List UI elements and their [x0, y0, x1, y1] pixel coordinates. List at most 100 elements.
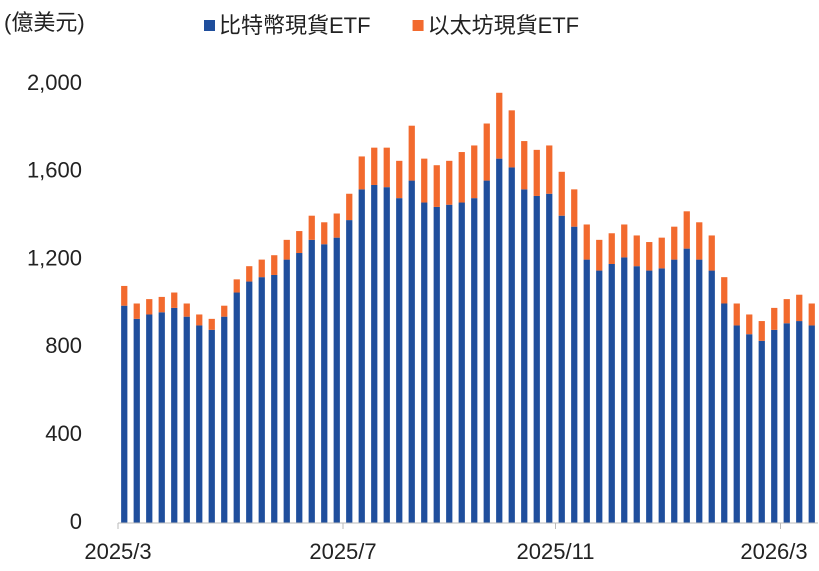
bar-segment	[121, 285, 128, 306]
bar-segment	[183, 316, 190, 523]
bar-segment	[333, 213, 340, 238]
bar-segment	[171, 292, 178, 308]
bar-segment	[246, 266, 253, 282]
bar-segment	[396, 160, 403, 199]
bar-segment	[146, 299, 153, 315]
bar-segment	[396, 198, 403, 523]
bar-segment	[283, 239, 290, 260]
y-tick-label: 800	[45, 333, 82, 358]
bar-segment	[483, 180, 490, 523]
bar-segment	[558, 215, 565, 523]
bar-segment	[771, 329, 778, 523]
bar-segment	[358, 189, 365, 524]
bar-segment	[358, 156, 365, 190]
bar-segment	[633, 235, 640, 267]
bar-segment	[583, 224, 590, 260]
bar-segment	[621, 224, 628, 258]
bar-segment	[783, 299, 790, 324]
bar-segment	[221, 316, 228, 523]
bar-segment	[371, 147, 378, 185]
x-tick-label: 2025/7	[309, 539, 376, 564]
bar-segment	[346, 220, 353, 523]
bar-segment	[308, 215, 315, 240]
bar-segment	[221, 305, 228, 317]
bar-segment	[408, 125, 415, 181]
bar-segment	[508, 167, 515, 523]
bar-segment	[321, 222, 328, 245]
bar-segment	[696, 222, 703, 260]
legend-label: 以太坊現貨ETF	[428, 13, 580, 38]
x-tick-label: 2025/3	[84, 539, 151, 564]
bar-segment	[308, 239, 315, 523]
bar-segment	[558, 171, 565, 216]
bar-segment	[758, 321, 765, 341]
bar-segment	[596, 239, 603, 271]
bar-segment	[571, 226, 578, 524]
bar-segment	[146, 314, 153, 523]
bar-segment	[746, 314, 753, 335]
bar-segment	[546, 145, 553, 194]
bar-segment	[283, 259, 290, 523]
bar-segment	[621, 257, 628, 523]
bar-segment	[208, 329, 215, 523]
bar-segment	[496, 92, 503, 159]
bar-segment	[733, 325, 740, 523]
bar-segment	[533, 195, 540, 523]
bar-segment	[808, 303, 815, 326]
bar-segment	[346, 193, 353, 221]
bar-segment	[521, 141, 528, 190]
bar-segment	[471, 198, 478, 523]
bar-segment	[508, 110, 515, 168]
bar-segment	[721, 277, 728, 304]
bar-segment	[133, 318, 140, 523]
legend-swatch	[412, 20, 424, 31]
bar-segment	[446, 160, 453, 205]
y-tick-label: 400	[45, 421, 82, 446]
bar-segment	[371, 184, 378, 523]
bar-segment	[321, 244, 328, 524]
bar-segment	[258, 277, 265, 523]
bar-segment	[233, 292, 240, 523]
y-tick-label: 1,200	[27, 245, 82, 270]
bar-segment	[196, 314, 203, 326]
bar-segment	[733, 303, 740, 326]
bar-segment	[333, 237, 340, 523]
bar-segment	[646, 270, 653, 523]
bar-segment	[721, 303, 728, 523]
bar-segment	[458, 202, 465, 523]
bar-segment	[433, 206, 440, 524]
y-tick-label: 1,600	[27, 158, 82, 183]
bar-segment	[171, 307, 178, 523]
bar-segment	[296, 231, 303, 254]
bar-segment	[546, 193, 553, 523]
bar-segment	[658, 268, 665, 523]
bar-segment	[796, 294, 803, 322]
bar-segment	[208, 318, 215, 330]
bar-segment	[446, 204, 453, 523]
y-tick-label: 0	[70, 509, 82, 534]
bar-segment	[533, 149, 540, 196]
bar-segment	[271, 255, 278, 275]
bar-segment	[246, 281, 253, 523]
bar-segment	[671, 226, 678, 260]
bar-segment	[708, 235, 715, 271]
bar-segment	[233, 279, 240, 293]
bar-segment	[596, 270, 603, 523]
bar-segment	[808, 325, 815, 523]
y-axis-label: (億美元)	[4, 10, 85, 35]
bar-segment	[758, 340, 765, 523]
bar-segment	[483, 123, 490, 181]
x-tick-label: 2026/3	[740, 539, 807, 564]
bar-segment	[133, 303, 140, 319]
bar-segment	[783, 323, 790, 523]
bar-segment	[421, 158, 428, 203]
bar-segment	[583, 259, 590, 523]
bar-segment	[496, 158, 503, 523]
bar-segment	[158, 312, 165, 523]
bar-segment	[121, 305, 128, 523]
bar-segment	[796, 321, 803, 523]
bar-segment	[571, 189, 578, 227]
bar-segment	[746, 334, 753, 523]
legend-label: 比特幣現貨ETF	[219, 13, 371, 38]
